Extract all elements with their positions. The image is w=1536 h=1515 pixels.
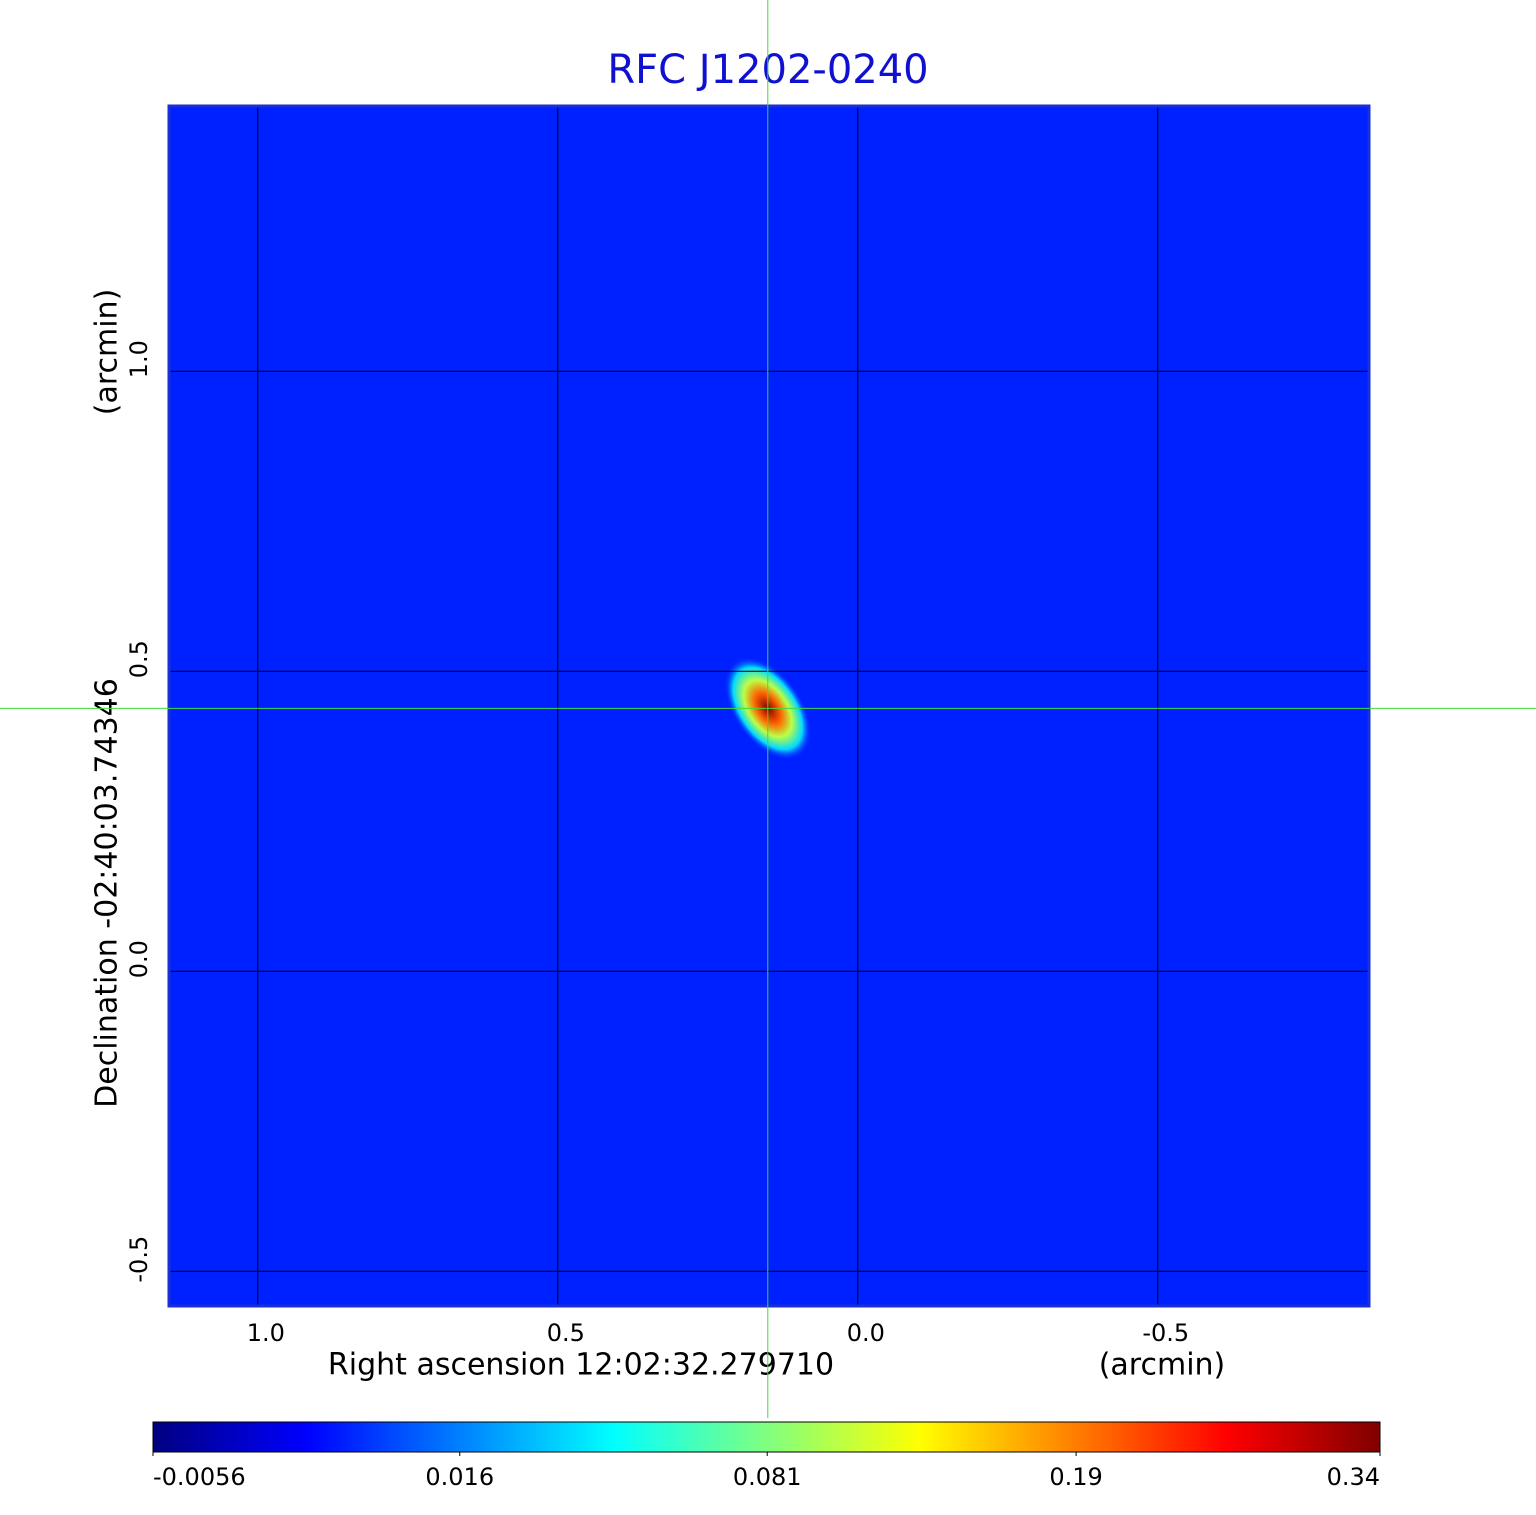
colorbar-tick-label: 0.016: [425, 1463, 494, 1491]
y-tick-label: 0.0: [125, 940, 153, 978]
plot-frame: [167, 104, 1371, 1308]
y-tick-label: -0.5: [125, 1236, 153, 1283]
y-axis-unit: (arcmin): [90, 289, 125, 416]
y-axis-label: Declination -02:40:03.74346: [90, 678, 125, 1108]
x-tick-label: 0.5: [547, 1319, 585, 1347]
colorbar-tick-label: 0.081: [733, 1463, 802, 1491]
image: [169, 106, 1369, 1306]
x-tick-label: 0.0: [847, 1319, 885, 1347]
x-axis-unit: (arcmin): [1099, 1348, 1226, 1383]
y-tick-label: 1.0: [125, 340, 153, 378]
colorbar-tick-label: 0.34: [1327, 1463, 1380, 1491]
x-axis-label: Right ascension 12:02:32.279710: [328, 1348, 834, 1383]
x-tick-label: -0.5: [1142, 1319, 1189, 1347]
colorbar-tick-label: -0.0056: [153, 1463, 246, 1491]
colorbar-tick-label: 0.19: [1049, 1463, 1102, 1491]
x-tick-label: 1.0: [247, 1319, 285, 1347]
colorbar: [152, 1421, 1381, 1453]
y-tick-label: 0.5: [125, 640, 153, 678]
